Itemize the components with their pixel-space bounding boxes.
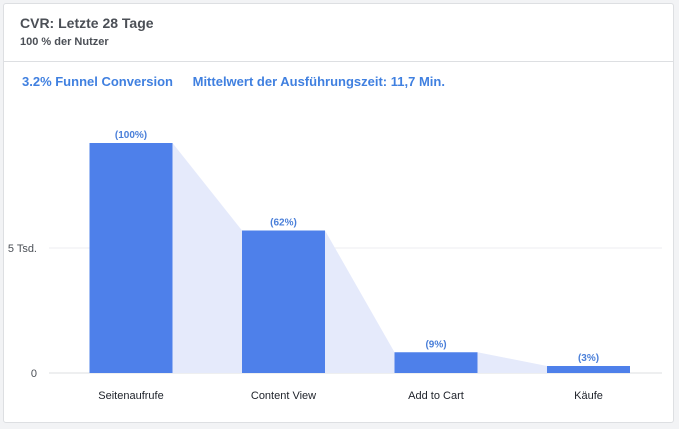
- category-label: Käufe: [574, 390, 603, 402]
- funnel-conversion-metric: 3.2% Funnel Conversion: [22, 74, 173, 89]
- percent-label: (3%): [578, 353, 599, 364]
- funnel-bar: [242, 230, 325, 373]
- y-tick-label: 5 Tsd.: [8, 243, 37, 255]
- funnel-bar: [394, 352, 478, 373]
- funnel-card: CVR: Letzte 28 Tage 100 % der Nutzer 3.2…: [3, 3, 674, 423]
- card-title: CVR: Letzte 28 Tage: [20, 15, 154, 31]
- funnel-bar: [89, 143, 173, 373]
- category-label: Content View: [251, 390, 316, 402]
- percent-label: (9%): [425, 339, 446, 350]
- percent-label: (62%): [270, 218, 297, 229]
- y-tick-label: 0: [31, 368, 37, 380]
- card-header: CVR: Letzte 28 Tage 100 % der Nutzer: [4, 4, 673, 62]
- funnel-bar: [547, 366, 630, 373]
- funnel-connector-area: [325, 230, 395, 373]
- metrics-row: 3.2% Funnel Conversion Mittelwert der Au…: [22, 74, 461, 89]
- avg-execution-time-metric: Mittelwert der Ausführungszeit: 11,7 Min…: [192, 74, 445, 89]
- category-label: Add to Cart: [408, 390, 464, 402]
- percent-label: (100%): [115, 130, 147, 141]
- funnel-connector-area: [477, 352, 547, 373]
- card-subtitle: 100 % der Nutzer: [20, 36, 109, 48]
- funnel-connector-area: [172, 143, 242, 373]
- category-label: Seitenaufrufe: [98, 390, 163, 402]
- funnel-bar-chart: 0 5 Tsd. (100%) Seitenaufrufe (62%) Content V…: [8, 130, 662, 402]
